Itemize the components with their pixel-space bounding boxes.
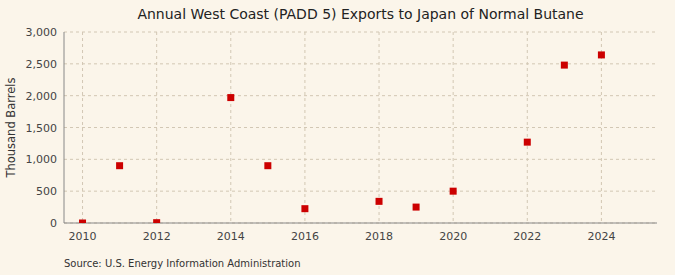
- point: [153, 219, 160, 223]
- title: Annual West Coast (PADD 5) Exports to Ja…: [137, 6, 583, 22]
- y-tick-label: 3,000: [26, 26, 58, 39]
- x-tick-label: 2012: [143, 230, 171, 243]
- y-grid-line: [64, 159, 657, 160]
- x-tick-label: 2014: [217, 230, 245, 243]
- x-grid-line: [304, 32, 305, 223]
- x-tick-label: 2022: [513, 230, 541, 243]
- point: [376, 198, 383, 205]
- point: [116, 162, 123, 169]
- point: [413, 204, 420, 211]
- y-grid-line: [64, 127, 657, 128]
- point: [450, 188, 457, 195]
- points: [79, 51, 605, 223]
- x-tick-label: 2016: [291, 230, 319, 243]
- y-grid-line: [64, 32, 657, 33]
- y-grid-line: [64, 95, 657, 96]
- chart-container: Annual West Coast (PADD 5) Exports to Ja…: [0, 0, 675, 275]
- x-tick-label: 2018: [365, 230, 393, 243]
- y-tick-label: 500: [36, 185, 57, 198]
- x-grid-line: [156, 32, 157, 223]
- grid: [64, 32, 657, 223]
- x-grid-line: [379, 32, 380, 223]
- y-tick-label: 0: [50, 217, 57, 230]
- y-grid-line: [64, 191, 657, 192]
- x-grid-line: [527, 32, 528, 223]
- point: [598, 51, 605, 58]
- background: [0, 0, 675, 275]
- x-grid-line: [82, 32, 83, 223]
- y-grid-line: [64, 223, 657, 224]
- tick-labels: 0 500 1,000 1,500 2,000 2,500 3,000 2010 2012 201…: [26, 26, 616, 243]
- y-axis-line: [64, 32, 65, 223]
- point: [79, 220, 86, 224]
- point: [524, 139, 531, 146]
- y-grid-line: [64, 63, 657, 64]
- point: [301, 205, 308, 212]
- x-tick-label: 2010: [69, 230, 97, 243]
- point: [264, 162, 271, 169]
- source-note: Source: U.S. Energy Information Administ…: [64, 258, 301, 269]
- point: [227, 94, 234, 101]
- x-grid-line: [230, 32, 231, 223]
- y-tick-label: 1,500: [26, 122, 58, 135]
- x-axis-line: [64, 223, 657, 224]
- y-tick-label: 2,000: [26, 90, 58, 103]
- y-tick-label: 1,000: [26, 153, 58, 166]
- x-grid-line: [601, 32, 602, 223]
- x-tick-label: 2024: [587, 230, 615, 243]
- y-axis-label: Thousand Barrels: [4, 77, 18, 178]
- chart-svg: Annual West Coast (PADD 5) Exports to Ja…: [0, 0, 675, 275]
- point: [561, 62, 568, 69]
- y-tick-label: 2,500: [26, 58, 58, 71]
- x-tick-label: 2020: [439, 230, 467, 243]
